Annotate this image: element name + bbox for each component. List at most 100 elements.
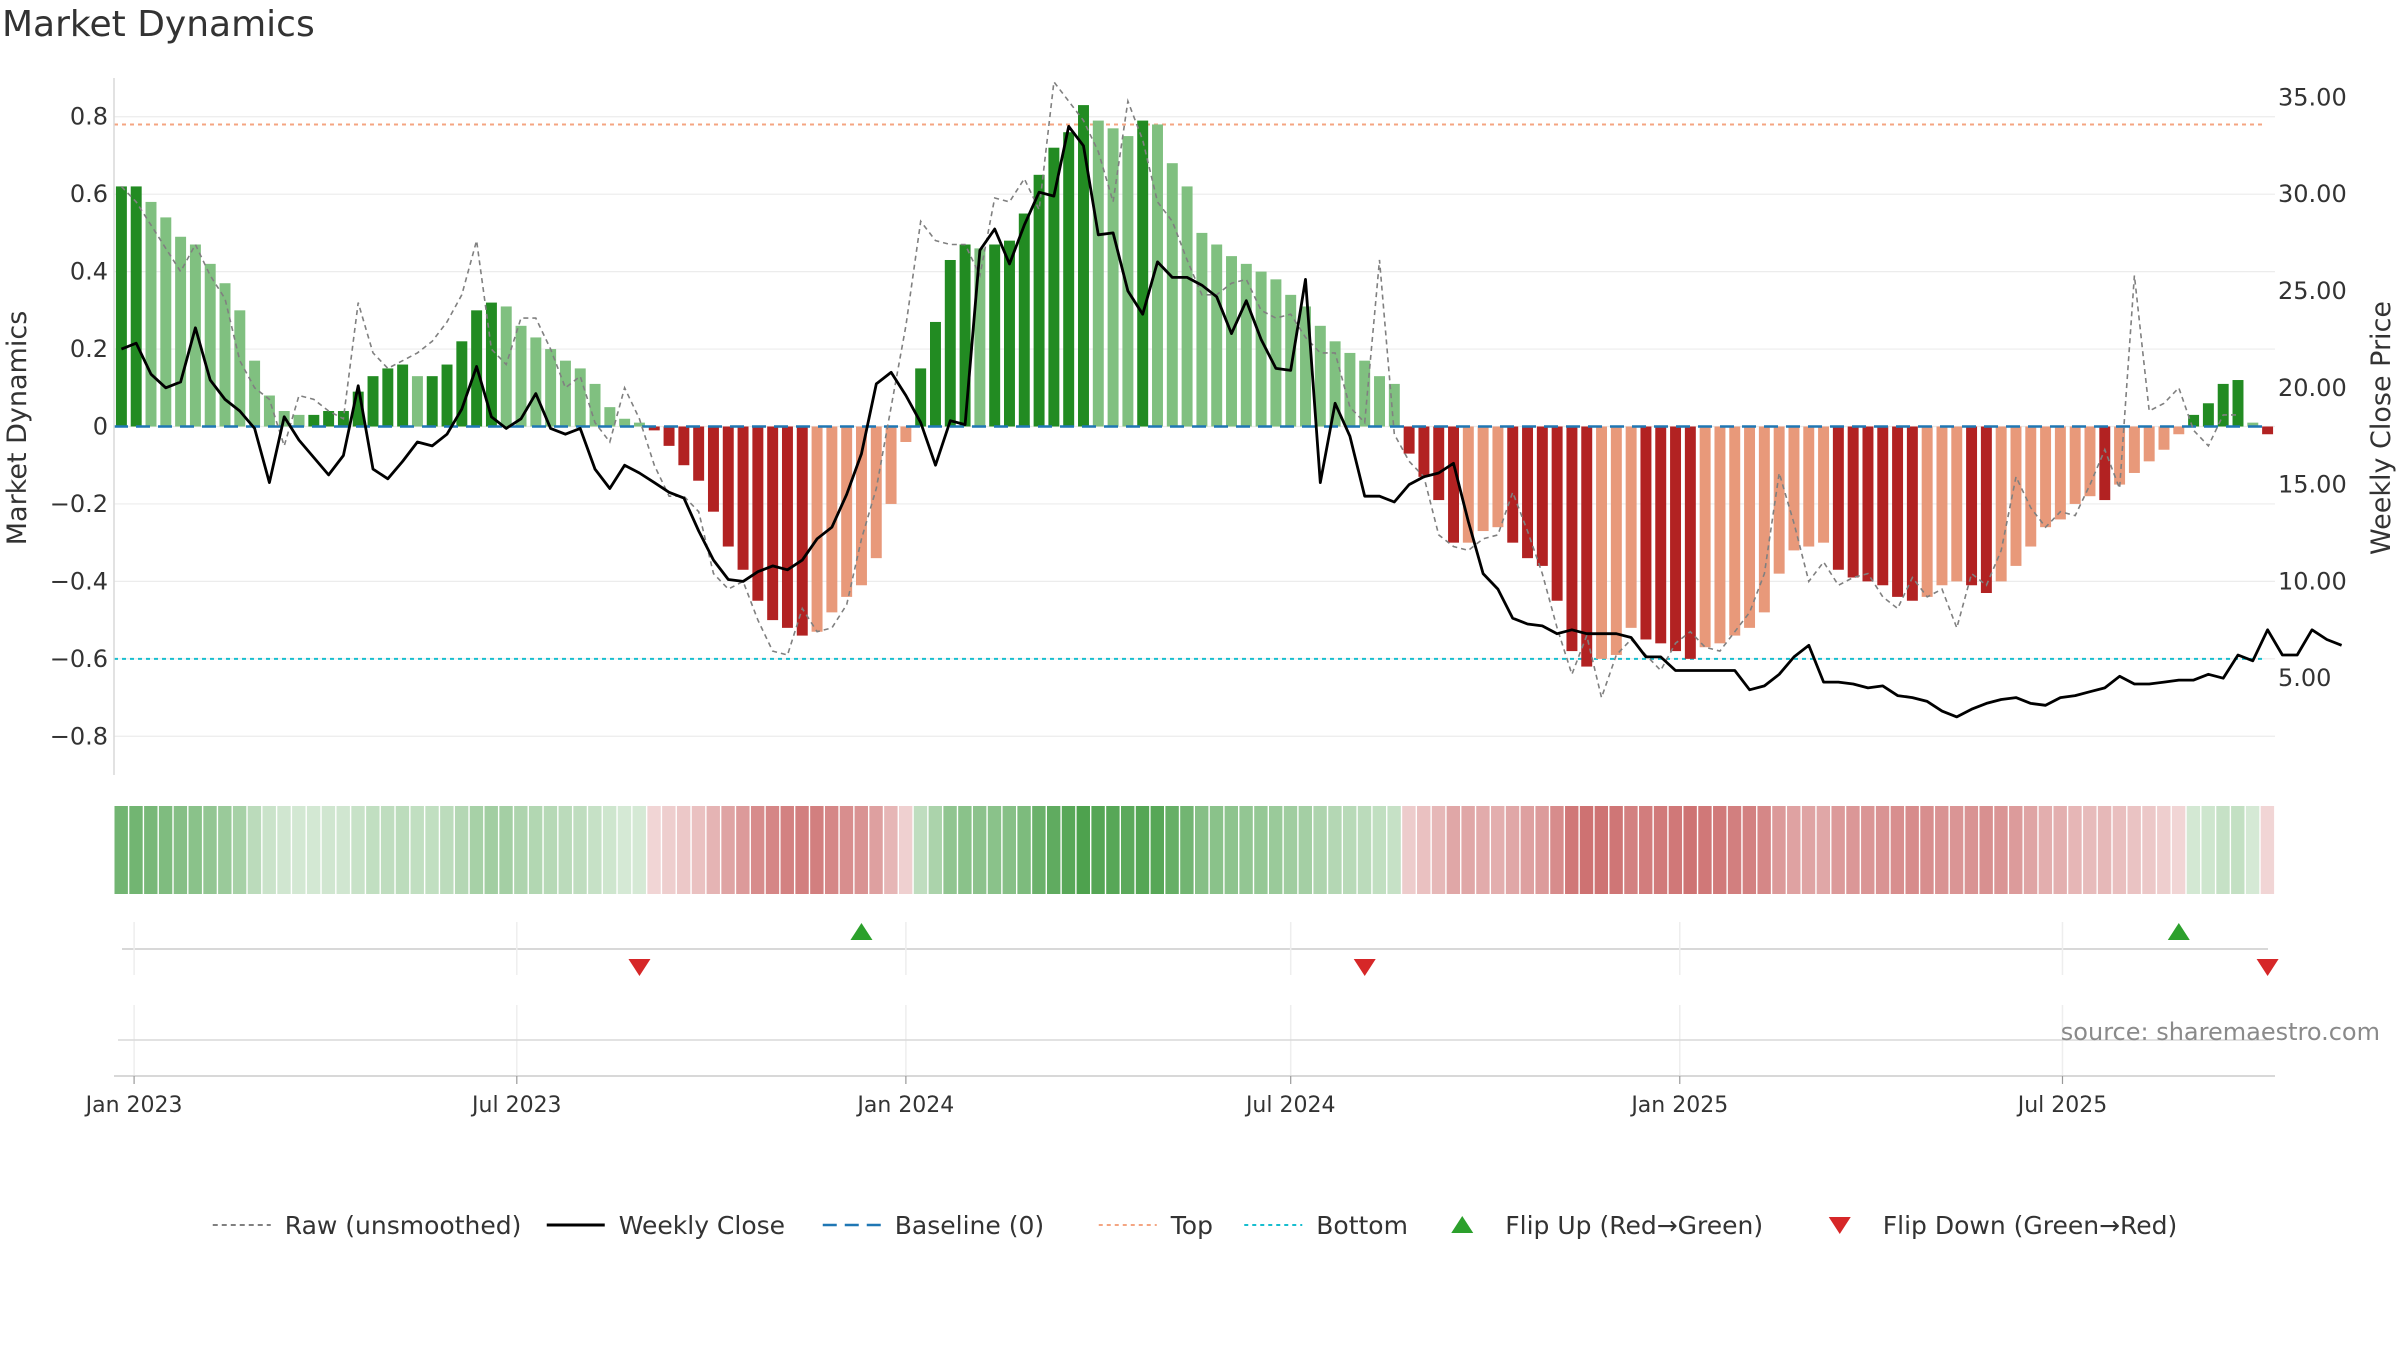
dynamics-bar: [456, 341, 468, 427]
flip-down-marker: [1353, 959, 1376, 976]
strength-cell: [1772, 806, 1786, 894]
strength-cell: [2053, 806, 2067, 894]
strength-cell: [1639, 806, 1653, 894]
left-tick-label: −0.8: [50, 722, 108, 750]
dynamics-bar: [1374, 376, 1385, 427]
dynamics-bar: [915, 368, 927, 427]
dynamics-bar: [2084, 426, 2096, 497]
strength-cell: [928, 806, 942, 894]
strength-cell: [2201, 806, 2215, 894]
dynamics-bar: [2040, 426, 2052, 528]
strength-cell: [114, 806, 128, 894]
dynamics-bar: [855, 426, 867, 586]
strength-cell: [1165, 806, 1179, 894]
dynamics-bar: [1196, 232, 1208, 427]
strength-cell: [2023, 806, 2038, 894]
strength-cell: [454, 806, 469, 894]
right-y-axis: 35.00 30.00 25.00 20.00 15.00 10.00 5.00: [2278, 83, 2347, 692]
dynamics-bar: [1048, 147, 1060, 427]
strength-cell: [173, 806, 188, 894]
dynamics-bar: [323, 411, 335, 427]
strength-cell: [2245, 806, 2260, 894]
legend-flip-down-swatch: [1828, 1217, 1851, 1234]
dynamics-bar: [1240, 263, 1252, 427]
strength-cell: [2038, 806, 2053, 894]
x-tick-label: Jan 2023: [84, 1093, 183, 1118]
dynamics-bar: [1344, 352, 1356, 427]
dynamics-bar: [234, 310, 246, 427]
dynamics-bar: [500, 306, 512, 427]
legend-label: Bottom: [1316, 1211, 1408, 1240]
left-tick-label: 0.6: [70, 180, 108, 208]
lower-panel: [118, 1005, 2268, 1075]
dynamics-bar: [1166, 163, 1178, 427]
strength-cell: [1565, 806, 1579, 894]
dynamics-bar: [929, 321, 941, 427]
strength-cell: [1387, 806, 1401, 894]
dynamics-bar: [826, 426, 838, 613]
raw-series-line: [120, 79, 2238, 701]
dynamics-bar: [2188, 414, 2200, 427]
dynamics-bar: [308, 414, 320, 427]
strength-cell: [1061, 806, 1076, 894]
strength-cell: [1579, 806, 1594, 894]
dynamics-bar: [1892, 426, 1904, 597]
strength-cell: [1757, 806, 1771, 894]
dynamics-bar: [1684, 426, 1696, 659]
left-tick-label: 0.4: [70, 258, 108, 286]
dynamics-bar: [545, 349, 557, 427]
strength-cell: [1935, 806, 1949, 894]
dynamics-bar: [1610, 426, 1622, 655]
strength-cell: [2142, 806, 2156, 894]
strength-cell: [1298, 806, 1313, 894]
strength-cell: [1920, 806, 1934, 894]
left-axis-label: Market Dynamics: [2, 311, 33, 546]
dynamics-bar: [367, 376, 379, 427]
x-tick-label: Jan 2025: [1629, 1093, 1728, 1118]
strength-cell: [1713, 806, 1727, 894]
dynamics-bar: [249, 360, 261, 427]
strength-cell: [2171, 806, 2186, 894]
dynamics-bar: [1596, 426, 1608, 659]
legend-label: Flip Down (Green→Red): [1883, 1211, 2178, 1240]
strength-cell: [972, 806, 987, 894]
dynamics-bar: [2128, 426, 2140, 473]
dynamics-bar: [648, 426, 660, 431]
dynamics-bar: [1403, 426, 1415, 454]
strength-cell: [2216, 806, 2230, 894]
dynamics-bar: [1936, 426, 1948, 586]
dynamics-bar: [974, 248, 986, 427]
strength-cell: [647, 806, 661, 894]
right-tick-label: 30.00: [2278, 180, 2347, 208]
dynamics-bar: [1122, 136, 1134, 427]
strength-cell: [1269, 806, 1283, 894]
dynamics-bar: [1551, 426, 1563, 601]
strength-cell: [1417, 806, 1431, 894]
dynamics-bar: [2054, 426, 2066, 520]
strength-cell: [1861, 806, 1875, 894]
right-tick-label: 25.00: [2278, 277, 2347, 305]
dynamics-bar: [293, 414, 305, 427]
x-tick-label: Jul 2023: [470, 1093, 562, 1118]
dynamics-bar: [485, 302, 497, 427]
chart-title: Market Dynamics: [2, 4, 315, 45]
strength-cell: [1313, 806, 1327, 894]
dynamics-bar: [1448, 426, 1460, 543]
strength-cell: [2068, 806, 2082, 894]
strength-cell: [2186, 806, 2201, 894]
dynamics-bar: [1092, 120, 1104, 427]
strength-cell: [1594, 806, 1609, 894]
dynamics-bar: [2143, 426, 2155, 462]
strength-cell: [1520, 806, 1535, 894]
dynamics-bar: [1581, 426, 1593, 667]
strength-cell: [1120, 806, 1135, 894]
dynamics-bar: [115, 186, 127, 427]
dynamics-bar: [2232, 380, 2244, 427]
dynamics-bar: [1699, 426, 1711, 648]
strength-cell: [1446, 806, 1461, 894]
dynamics-bar: [1995, 426, 2007, 582]
dynamics-bar: [619, 418, 631, 427]
dynamics-bar: [219, 283, 231, 427]
dynamics-bar: [1418, 426, 1430, 477]
dynamics-bar: [1758, 426, 1770, 613]
